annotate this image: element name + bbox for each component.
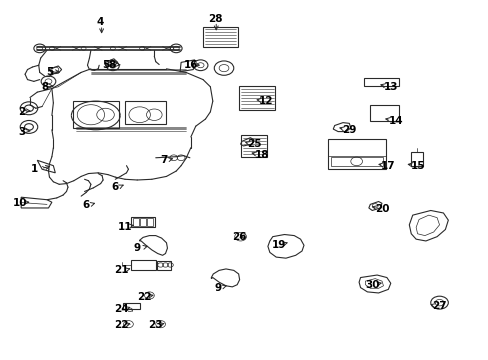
Bar: [410, 152, 423, 166]
Bar: [328, 139, 385, 168]
Bar: [369, 105, 398, 121]
Text: 9: 9: [214, 283, 221, 293]
Text: 9: 9: [133, 243, 141, 253]
Bar: [133, 218, 139, 226]
Text: 26: 26: [232, 232, 246, 242]
Bar: [147, 218, 153, 226]
Bar: [122, 303, 140, 309]
Text: 14: 14: [387, 116, 402, 126]
Text: 7: 7: [160, 155, 167, 165]
Text: 5: 5: [46, 67, 53, 77]
Text: 21: 21: [114, 265, 129, 275]
Bar: [131, 217, 155, 227]
Text: 20: 20: [374, 204, 388, 214]
Text: 23: 23: [148, 320, 163, 330]
Text: 15: 15: [409, 161, 424, 171]
Text: 1: 1: [31, 164, 39, 174]
Text: 6: 6: [111, 182, 119, 192]
Text: 16: 16: [183, 60, 198, 70]
Text: 8: 8: [41, 82, 48, 92]
Bar: [240, 135, 267, 157]
Text: 17: 17: [380, 161, 395, 171]
Text: 5: 5: [102, 60, 109, 70]
Text: 12: 12: [259, 96, 273, 106]
Text: 4: 4: [97, 17, 104, 27]
Text: 18: 18: [254, 150, 268, 160]
Text: 3: 3: [18, 127, 25, 136]
Text: 2: 2: [18, 107, 25, 117]
Text: 22: 22: [114, 320, 129, 330]
Bar: [140, 218, 146, 226]
Text: 25: 25: [246, 139, 261, 149]
Text: 28: 28: [207, 14, 222, 24]
Bar: [131, 260, 156, 270]
Text: 10: 10: [13, 198, 27, 208]
Bar: [363, 78, 398, 86]
Bar: [330, 157, 382, 166]
Text: 22: 22: [137, 292, 151, 302]
Bar: [157, 261, 171, 270]
Text: 13: 13: [383, 82, 397, 92]
Text: 8: 8: [108, 60, 115, 70]
Text: 11: 11: [118, 222, 132, 231]
Bar: [238, 86, 275, 110]
Text: 29: 29: [342, 125, 356, 135]
Text: 6: 6: [82, 200, 89, 210]
Text: 19: 19: [271, 239, 285, 249]
Text: 27: 27: [431, 301, 446, 311]
Text: 24: 24: [114, 304, 129, 314]
Text: 30: 30: [364, 280, 379, 290]
Bar: [203, 27, 238, 47]
